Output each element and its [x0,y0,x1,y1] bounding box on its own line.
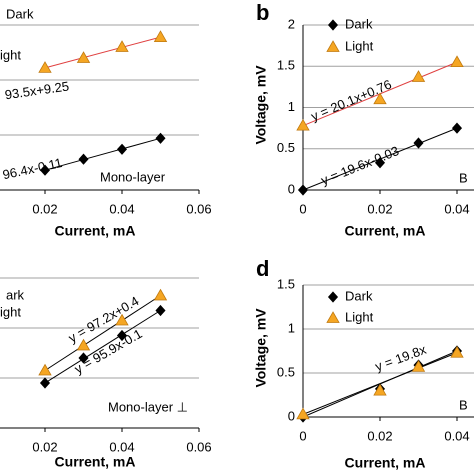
x-tick-label: 0.02 [32,439,57,454]
y-tick-label: 0.5 [277,140,295,155]
data-point [78,153,89,165]
annotation: 93.5x+9.25 [4,79,70,103]
data-point [413,137,424,149]
trendline [302,352,458,415]
x-axis-title: Current, mA [55,223,136,239]
legend-marker [327,19,339,31]
x-tick-label: 0 [299,201,306,216]
annotation: B [459,397,468,412]
data-point [296,407,310,420]
data-point [373,383,387,396]
data-point [155,304,166,317]
data-point [76,51,91,63]
legend-marker [326,311,340,323]
data-point [76,338,91,351]
x-tick-label: 0.04 [444,428,469,443]
data-point [116,329,128,342]
data-point [411,70,426,82]
data-point [374,157,386,169]
y-tick-label: 0 [288,181,295,196]
y-tick-label: 1.5 [277,276,295,291]
y-tick-label: 1 [288,99,295,114]
data-point [297,184,309,196]
legend-label: Dark [6,6,34,21]
x-axis-title: Current, mA [55,454,136,470]
data-point [373,92,387,105]
data-point [411,360,426,372]
legend-label: ight [0,47,21,62]
data-point [38,61,52,73]
legend-label: ight [0,304,21,319]
x-tick-label: 0.06 [186,439,211,454]
x-tick-label: 0.02 [367,201,392,216]
data-point [116,143,128,155]
data-point [450,345,464,358]
trendline [44,137,161,171]
data-point [153,288,168,301]
trendline [44,310,161,384]
legend-marker [326,40,340,52]
panel-label: b [256,0,269,25]
x-tick-label: 0.04 [444,201,469,216]
data-point [296,118,310,131]
x-tick-label: 0 [299,428,306,443]
data-point [115,40,129,52]
data-point [115,313,129,326]
data-point [78,352,89,364]
data-point [39,377,51,389]
legend-label: Light [345,309,374,324]
trendline [44,36,161,69]
data-point [450,55,464,68]
legend-marker [327,291,339,303]
y-tick-label: 1.5 [277,58,295,73]
y-axis-title: Voltage, mV [253,65,269,145]
y-tick-label: 1 [288,320,295,335]
x-axis-title: Current, mA [345,223,426,239]
trendline [44,295,161,371]
annotation: Mono-layer [100,169,166,184]
legend-label: ark [6,287,25,302]
y-tick-label: 2 [288,16,295,31]
annotation: B [459,170,468,185]
x-tick-label: 0.02 [32,201,57,216]
annotation: Mono-layer ⊥ [108,399,188,414]
annotation: 96.4x-0.11 [1,155,63,182]
legend-label: Dark [345,16,373,31]
data-point [451,122,463,134]
panel-label: d [256,256,269,281]
x-axis-title: Current, mA [345,455,426,471]
annotation: y = 19.6x-0.03 [319,143,401,188]
data-point [39,164,51,176]
data-point [155,132,166,144]
data-point [153,30,168,42]
legend-label: Light [345,38,374,53]
y-tick-label: 0 [288,408,295,423]
x-tick-label: 0.02 [367,428,392,443]
y-axis-title: Voltage, mV [253,308,269,388]
x-tick-label: 0.06 [186,201,211,216]
y-tick-label: 0.5 [277,364,295,379]
x-tick-label: 0.04 [109,439,134,454]
data-point [38,363,52,376]
legend-label: Dark [345,288,373,303]
x-tick-label: 0.04 [109,201,134,216]
